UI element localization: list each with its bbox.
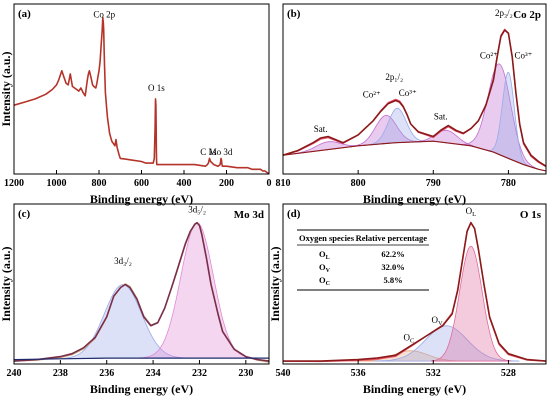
- x-tick-label-a: 200: [219, 178, 234, 189]
- table-header-species: Oxygen species: [299, 233, 355, 243]
- panel-label-a: (a): [18, 8, 31, 20]
- x-tick-label-a: 800: [92, 178, 107, 189]
- x-tick-label-b: 800: [351, 178, 366, 189]
- peak-annotation-a-1: O 1s: [148, 83, 165, 93]
- panel-b: 810 800 790 780 Binding energy (eV) (b) Co 2p S…: [276, 3, 547, 206]
- panel-label-b: (b): [287, 8, 301, 20]
- peak-annotation-d-2: OL: [466, 206, 477, 218]
- x-tick-label-d: 528: [501, 368, 516, 379]
- peak-annotation-b-1: Co²⁺: [363, 89, 381, 99]
- table-header-percentage: Relative percentage: [356, 233, 428, 243]
- panel-label-d: (d): [287, 208, 301, 220]
- table-cell-percentage: 5.8%: [383, 275, 402, 285]
- panel-c: 240 238 236 234 232 230 Binding energy (eV) Int…: [0, 203, 270, 396]
- peak-annotation-a-3: Mo 3d: [209, 147, 233, 157]
- series-line-c-background: [13, 357, 269, 361]
- peak-annotation-c-0: 3d₃/₂: [114, 256, 132, 266]
- series-line-c-fit: [13, 221, 270, 362]
- table-cell-species: OL: [319, 249, 330, 261]
- x-axis-label-b: Binding energy (eV): [363, 192, 466, 206]
- x-tick-label-c: 236: [99, 368, 114, 379]
- plot-frame-b: [282, 3, 547, 175]
- table-cell-percentage: 62.2%: [381, 249, 404, 259]
- fit-component-d-2: [431, 245, 511, 362]
- x-tick-label-a: 1200: [4, 178, 24, 189]
- peak-annotation-c-1: 3d₅/₂: [188, 204, 206, 214]
- y-axis-label-a: Intensity (a.u.): [0, 51, 13, 126]
- peak-annotation-b-0: Sat.: [314, 124, 328, 134]
- x-tick-label-c: 240: [7, 368, 22, 379]
- series-line-a-0: [13, 16, 270, 175]
- y-axis-label-d: Intensity (a.u.): [268, 246, 282, 321]
- x-tick-label-a: 0: [267, 178, 272, 189]
- x-tick-label-b: 780: [501, 178, 516, 189]
- peak-annotation-b-2: 2p₁/₂: [385, 72, 403, 82]
- table-cell-species: OC: [319, 275, 330, 287]
- peak-annotation-d-0: OC: [403, 332, 414, 344]
- x-axis-label-d: Binding energy (eV): [363, 382, 466, 396]
- panel-title-c: Mo 3d: [234, 209, 264, 221]
- series-line-d-raw: [282, 221, 547, 363]
- peak-annotation-d-1: OV: [431, 315, 443, 327]
- series-line-d-fit: [283, 221, 547, 362]
- panel-label-c: (c): [18, 208, 31, 220]
- series-line-b-background: [282, 140, 547, 172]
- x-tick-label-b: 810: [276, 178, 291, 189]
- peak-annotation-b-7: Co³⁺: [514, 50, 532, 60]
- peak-annotation-b-4: Sat.: [434, 111, 448, 121]
- table-cell-species: OV: [319, 262, 331, 274]
- x-tick-label-d: 532: [426, 368, 441, 379]
- x-tick-label-b: 790: [426, 178, 441, 189]
- x-axis-label-c: Binding energy (eV): [90, 382, 193, 396]
- x-tick-label-c: 238: [53, 368, 68, 379]
- x-tick-label-a: 600: [134, 178, 149, 189]
- x-tick-label-a: 1000: [47, 178, 67, 189]
- panel-title-b: Co 2p: [513, 9, 541, 21]
- plot-frame-c: [13, 203, 270, 365]
- y-axis-label-c: Intensity (a.u.): [0, 246, 13, 321]
- x-axis-label-a: Binding energy (eV): [90, 192, 193, 206]
- panel-a: 1200 1000 800 600 400 200 0 Binding energy (eV)…: [0, 3, 272, 206]
- x-tick-label-a: 400: [177, 178, 192, 189]
- peak-annotation-b-6: 2p₃/₂: [495, 8, 513, 18]
- x-tick-label-d: 540: [276, 368, 291, 379]
- table-cell-percentage: 32.0%: [381, 262, 404, 272]
- peak-annotation-b-5: Co²⁺: [480, 50, 498, 60]
- oxygen-species-table: Oxygen species Relative percentage OL 62.2%…: [297, 229, 429, 291]
- x-tick-label-c: 230: [238, 368, 253, 379]
- panel-d: 540 536 532 528 Binding energy (eV) Intensity…: [268, 203, 547, 396]
- x-tick-label-c: 232: [192, 368, 207, 379]
- series-line-b-fit: [282, 29, 547, 167]
- panel-title-d: O 1s: [520, 209, 542, 221]
- peak-annotation-b-3: Co³⁺: [399, 88, 417, 98]
- x-tick-label-d: 536: [351, 368, 366, 379]
- peak-annotation-a-0: Co 2p: [93, 10, 115, 20]
- plot-frame-d: [282, 203, 547, 365]
- peak-annotation-a-2: C 1s: [200, 147, 217, 157]
- x-tick-label-c: 234: [146, 368, 161, 379]
- fit-component-c-1: [139, 222, 255, 359]
